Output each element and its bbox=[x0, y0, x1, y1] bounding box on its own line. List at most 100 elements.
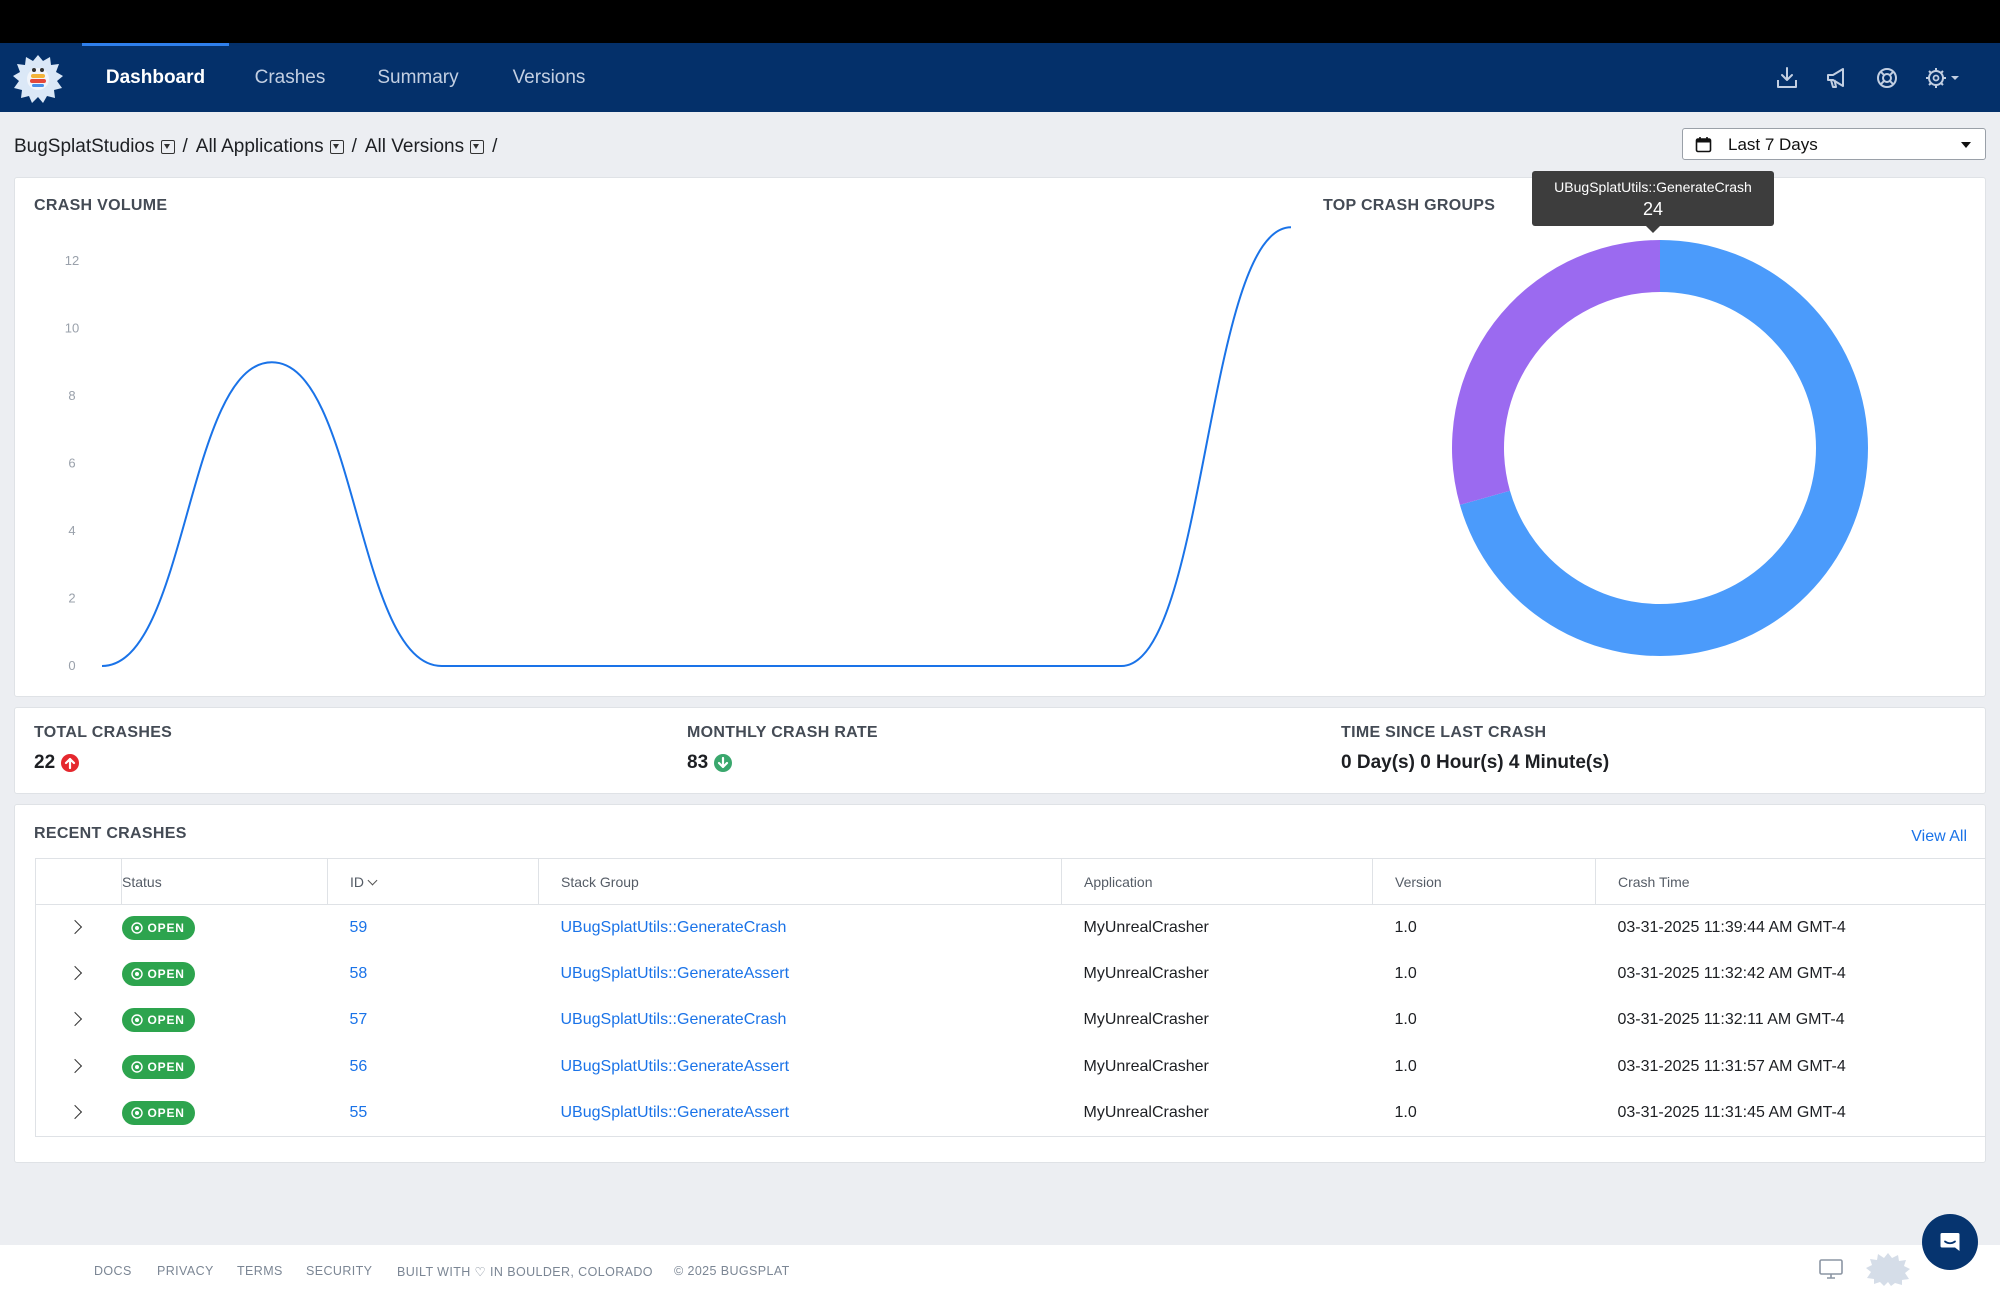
tab-crashes[interactable]: Crashes bbox=[254, 67, 326, 88]
row-expander-cell bbox=[36, 997, 122, 1043]
arrow-down-circle-icon bbox=[714, 754, 733, 772]
stack-group-link[interactable]: UBugSplatUtils::GenerateAssert bbox=[560, 1104, 790, 1121]
footer-link-terms[interactable]: TERMS bbox=[237, 1264, 283, 1278]
recent-crashes-table: Status ID Stack Group Application Versio… bbox=[35, 858, 1986, 1137]
chevron-right-icon[interactable] bbox=[67, 966, 83, 981]
version-cell: 1.0 bbox=[1394, 918, 1417, 936]
crash-id-link[interactable]: 57 bbox=[349, 1011, 368, 1029]
chevron-down-icon bbox=[1961, 142, 1971, 148]
footer-link-docs[interactable]: DOCS bbox=[94, 1264, 132, 1278]
crash-volume-title: CRASH VOLUME bbox=[34, 197, 168, 214]
version-cell: 1.0 bbox=[1394, 1104, 1417, 1121]
stack-group-link[interactable]: UBugSplatUtils::GenerateAssert bbox=[560, 1057, 790, 1075]
recent-crashes-title: RECENT CRASHES bbox=[34, 825, 187, 842]
breadcrumb-database[interactable]: BugSplatStudios bbox=[14, 136, 183, 158]
tooltip-value: 24 bbox=[1642, 199, 1664, 219]
stack-group-link[interactable]: UBugSplatUtils::GenerateAssert bbox=[560, 965, 790, 983]
application-cell: MyUnrealCrasher bbox=[1083, 1104, 1209, 1121]
chart-tooltip: UBugSplatUtils::GenerateCrash 24 bbox=[1532, 171, 1774, 233]
status-badge[interactable]: OPEN bbox=[121, 962, 195, 987]
date-range-select[interactable]: Last 7 Days bbox=[1682, 128, 1986, 160]
crash-id-link[interactable]: 58 bbox=[349, 965, 368, 983]
donut-slice-1[interactable] bbox=[1452, 240, 1660, 505]
download-icon[interactable] bbox=[1772, 63, 1802, 93]
calendar-icon bbox=[1695, 137, 1712, 153]
status-badge[interactable]: OPEN bbox=[121, 915, 195, 940]
crash-volume-series-line bbox=[101, 226, 1292, 667]
chevron-right-icon[interactable] bbox=[67, 919, 83, 935]
application-cell: MyUnrealCrasher bbox=[1083, 965, 1209, 983]
sort-desc-icon[interactable] bbox=[367, 875, 378, 885]
version-cell: 1.0 bbox=[1394, 1057, 1417, 1075]
dot-circle-icon bbox=[130, 922, 143, 934]
chevron-right-icon[interactable] bbox=[67, 1104, 83, 1120]
status-badge[interactable]: OPEN bbox=[121, 1101, 195, 1125]
application-cell: MyUnrealCrasher bbox=[1083, 1057, 1209, 1075]
breadcrumb-application[interactable]: All Applications bbox=[196, 136, 352, 158]
crash-volume-chart: 0 2 4 6 8 10 12 bbox=[65, 226, 1292, 673]
stack-group-link[interactable]: UBugSplatUtils::GenerateCrash bbox=[560, 1011, 787, 1029]
table-row[interactable]: OPEN 59 UBugSplatUtils::GenerateCrash My… bbox=[36, 905, 1986, 951]
footer-link-privacy[interactable]: PRIVACY bbox=[157, 1264, 214, 1278]
dropdown-caret-icon[interactable] bbox=[160, 140, 175, 154]
crash-time-cell: 03-31-2025 11:32:11 AM GMT-4 bbox=[1617, 1011, 1845, 1029]
breadcrumb-version[interactable]: All Versions bbox=[365, 136, 492, 158]
tab-summary[interactable]: Summary bbox=[377, 67, 459, 88]
bugsplat-footer-logo bbox=[1866, 1253, 1910, 1286]
top-black-strip bbox=[0, 0, 2000, 43]
top-crash-groups-title: TOP CRASH GROUPS bbox=[1323, 197, 1496, 214]
monitor-icon[interactable] bbox=[1818, 1258, 1844, 1280]
table-row[interactable]: OPEN 55 UBugSplatUtils::GenerateAssert M… bbox=[36, 1090, 1986, 1136]
total-crashes-value: 22 bbox=[34, 752, 56, 773]
megaphone-icon[interactable] bbox=[1822, 63, 1852, 93]
time-since-last-crash-value: 0 Day(s) 0 Hour(s) 4 Minute(s) bbox=[1341, 752, 1610, 773]
column-header-version[interactable]: Version bbox=[1372, 858, 1596, 905]
table-row[interactable]: OPEN 58 UBugSplatUtils::GenerateAssert M… bbox=[36, 951, 1986, 997]
row-expander-cell bbox=[36, 1044, 122, 1090]
crash-id-link[interactable]: 59 bbox=[349, 918, 368, 936]
status-badge[interactable]: OPEN bbox=[121, 1054, 195, 1079]
table-row[interactable]: OPEN 57 UBugSplatUtils::GenerateCrash My… bbox=[36, 997, 1986, 1043]
y-tick-label: 6 bbox=[68, 456, 75, 471]
crash-time-cell: 03-31-2025 11:31:57 AM GMT-4 bbox=[1617, 1057, 1846, 1075]
y-tick-label: 12 bbox=[65, 253, 79, 268]
footer-copyright: © 2025 BUGSPLAT bbox=[674, 1264, 790, 1278]
total-crashes-stat: 22 bbox=[34, 752, 80, 774]
tooltip-label: UBugSplatUtils::GenerateCrash bbox=[1554, 179, 1752, 195]
status-cell: OPEN bbox=[121, 905, 328, 951]
column-header-status[interactable]: Status bbox=[121, 858, 328, 905]
lifebuoy-icon[interactable] bbox=[1872, 63, 1902, 93]
dropdown-caret-icon[interactable] bbox=[329, 140, 344, 154]
column-header-stack-group[interactable]: Stack Group bbox=[538, 858, 1062, 905]
dropdown-caret-icon[interactable] bbox=[470, 140, 485, 154]
date-range-value: Last 7 Days bbox=[1728, 135, 1818, 154]
view-all-link[interactable]: View All bbox=[1911, 828, 1967, 845]
stack-group-link[interactable]: UBugSplatUtils::GenerateCrash bbox=[560, 918, 787, 936]
tab-versions[interactable]: Versions bbox=[512, 67, 586, 88]
time-since-last-crash-label: TIME SINCE LAST CRASH bbox=[1341, 724, 1547, 741]
table-row[interactable]: OPEN 56 UBugSplatUtils::GenerateAssert M… bbox=[36, 1044, 1986, 1090]
top-crash-groups-chart bbox=[1452, 240, 1868, 656]
row-expander-cell bbox=[36, 951, 122, 997]
charts-card: CRASH VOLUME 0 2 4 6 8 10 12 TOP CRASH GROUPS … bbox=[14, 171, 1986, 697]
caret-down-icon bbox=[1951, 76, 1959, 80]
gear-icon[interactable] bbox=[1922, 63, 1964, 93]
column-header-id[interactable]: ID bbox=[327, 858, 539, 905]
crash-id-link[interactable]: 56 bbox=[349, 1057, 368, 1075]
chevron-right-icon[interactable] bbox=[67, 1012, 83, 1027]
chat-button[interactable] bbox=[1922, 1214, 1978, 1270]
row-expander-cell bbox=[36, 905, 122, 951]
status-badge[interactable]: OPEN bbox=[121, 1008, 195, 1033]
bugsplat-logo[interactable] bbox=[12, 53, 64, 105]
breadcrumb-separator: / bbox=[492, 136, 498, 157]
status-badge-label: OPEN bbox=[147, 1106, 185, 1120]
tab-dashboard[interactable]: Dashboard bbox=[82, 43, 229, 112]
column-header-application[interactable]: Application bbox=[1061, 858, 1373, 905]
status-badge-label: OPEN bbox=[147, 1013, 185, 1028]
application-cell: MyUnrealCrasher bbox=[1083, 918, 1209, 936]
chevron-right-icon[interactable] bbox=[67, 1058, 83, 1073]
column-header-crash-time[interactable]: Crash Time bbox=[1595, 858, 1986, 905]
version-cell: 1.0 bbox=[1394, 965, 1417, 983]
footer-link-security[interactable]: SECURITY bbox=[306, 1264, 373, 1278]
crash-id-link[interactable]: 55 bbox=[349, 1104, 368, 1121]
